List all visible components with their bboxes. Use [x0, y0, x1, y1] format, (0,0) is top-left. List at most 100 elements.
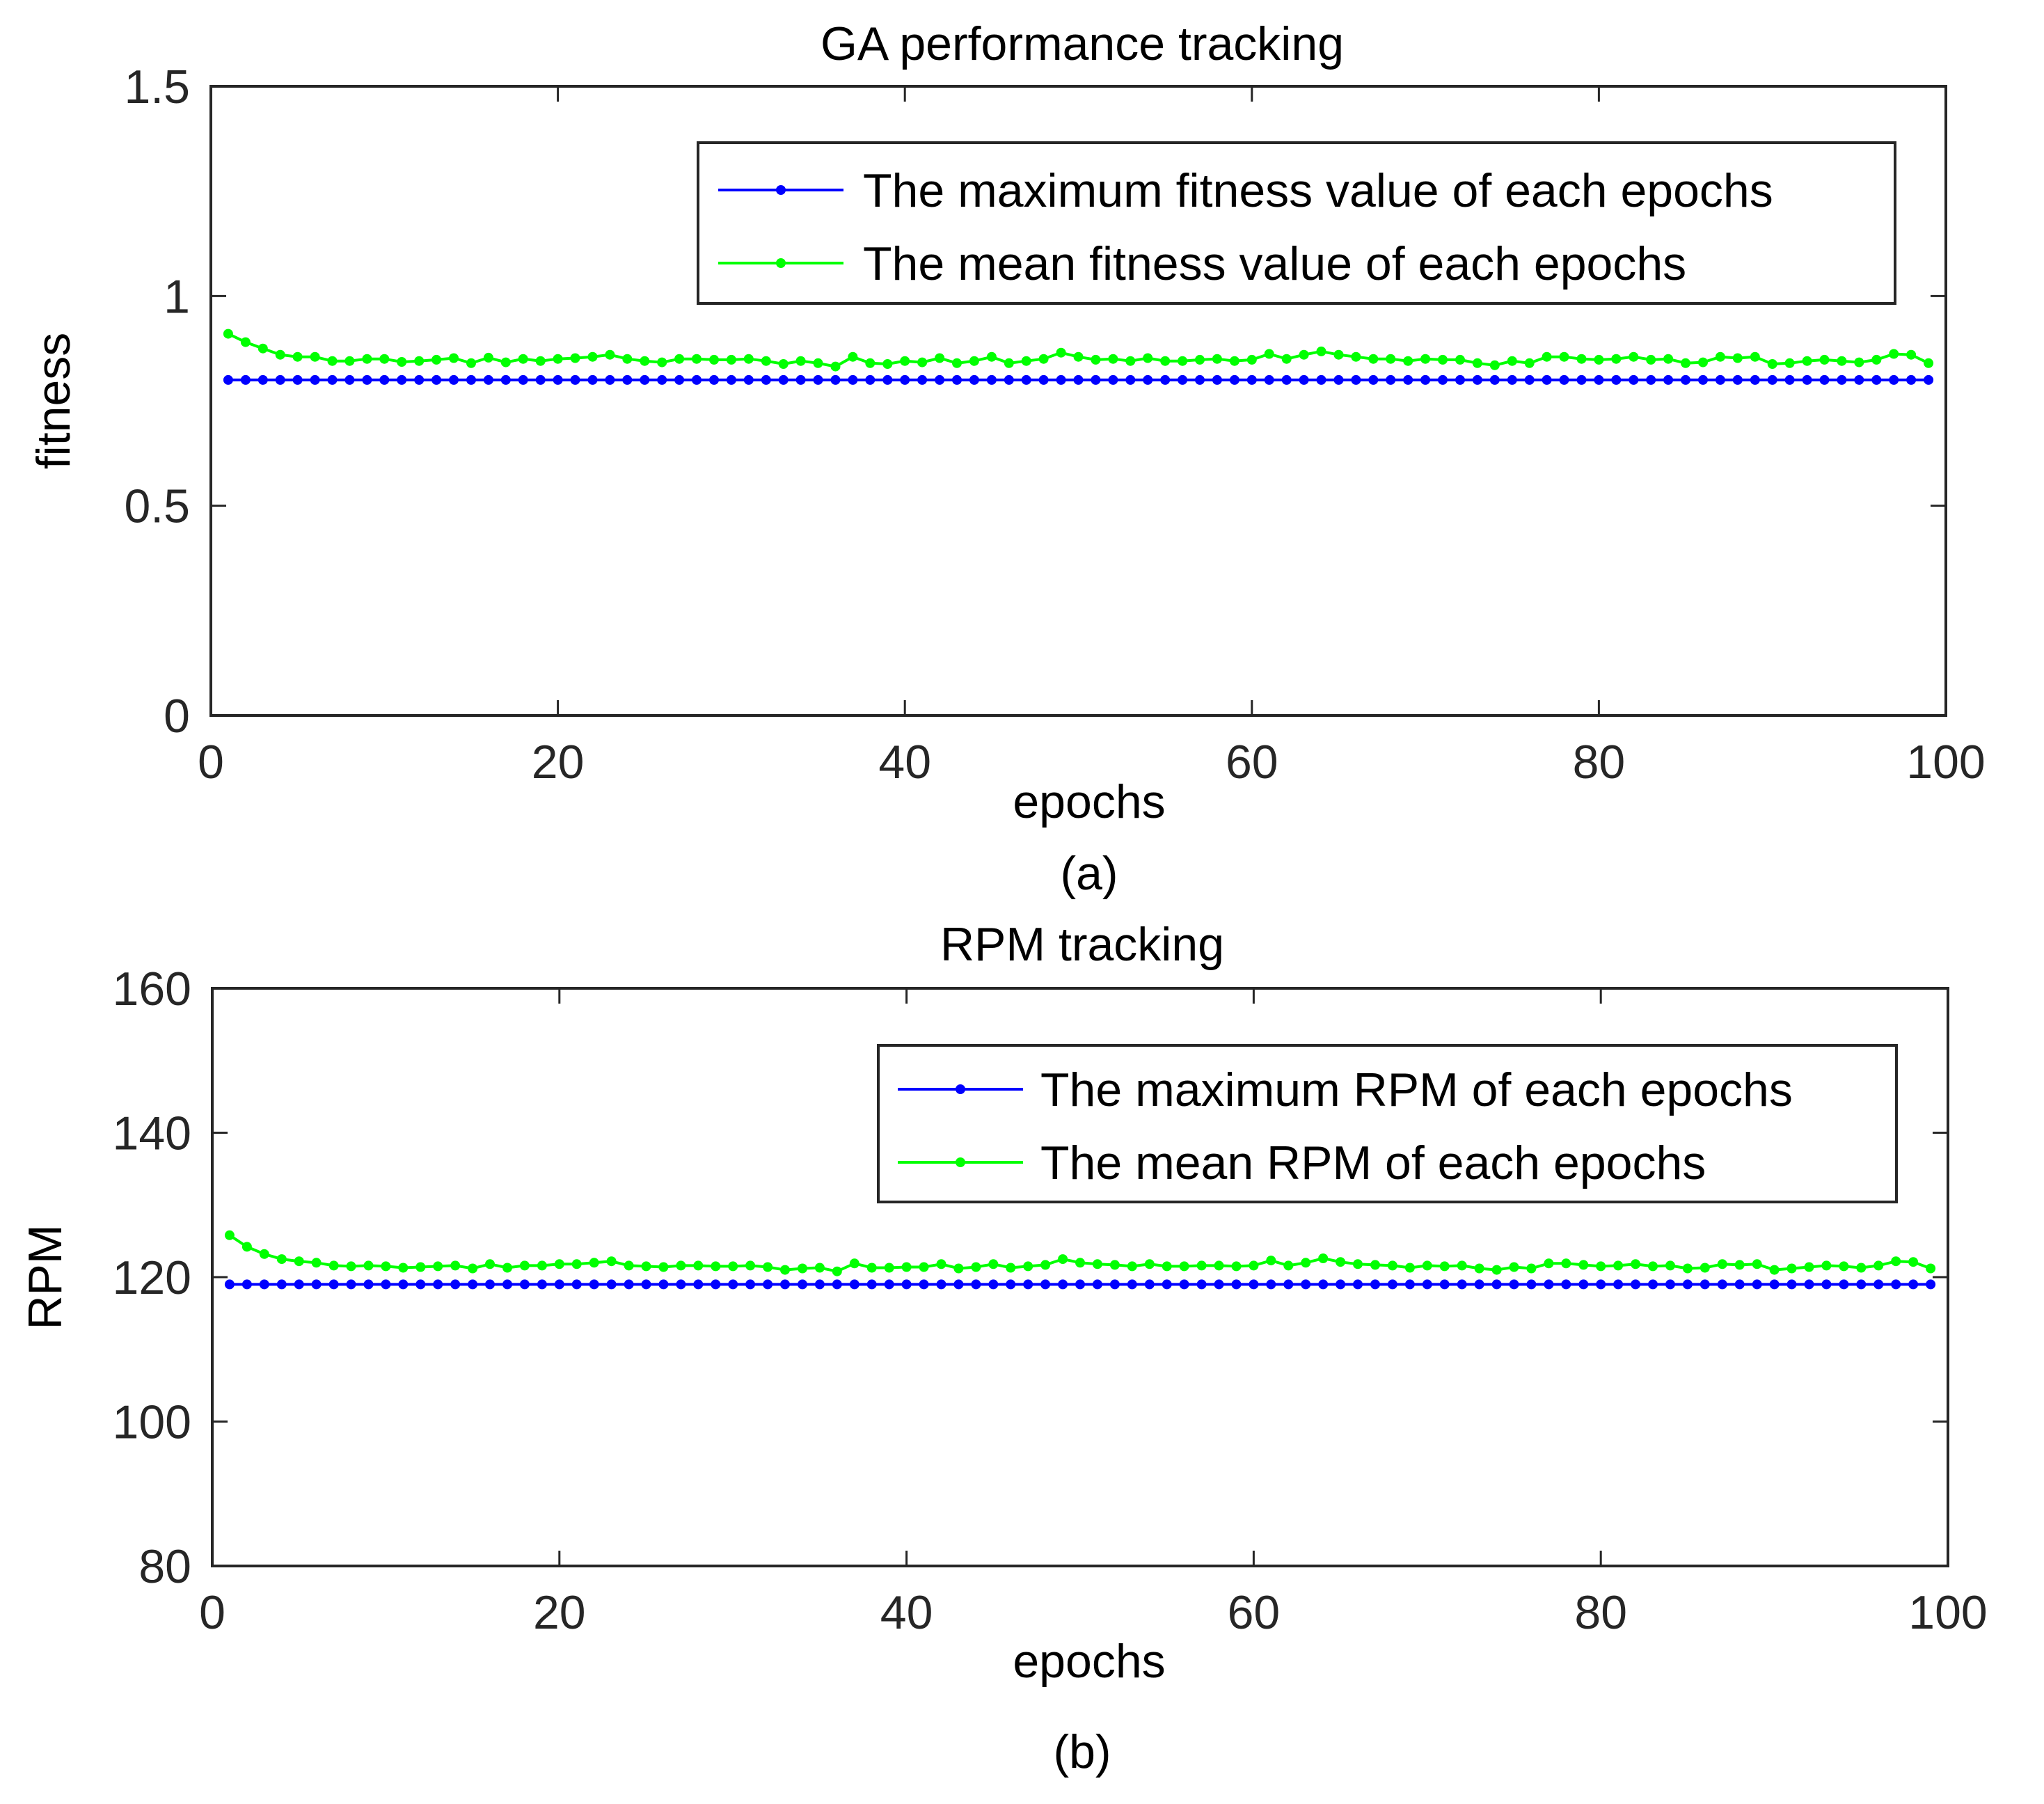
data-point	[848, 351, 858, 362]
data-point	[761, 356, 771, 366]
data-point	[969, 356, 979, 366]
data-point	[1075, 1258, 1085, 1268]
data-point	[814, 1279, 825, 1290]
data-point	[1455, 354, 1465, 365]
data-point	[711, 1279, 721, 1290]
data-point	[726, 354, 736, 365]
data-point	[554, 1259, 564, 1269]
data-point	[1871, 374, 1882, 385]
data-point	[1715, 374, 1725, 385]
data-point	[258, 343, 268, 354]
data-point	[1301, 1279, 1311, 1290]
data-point	[327, 374, 338, 385]
data-point	[830, 361, 841, 372]
data-point	[1056, 374, 1066, 385]
data-point	[1594, 374, 1604, 385]
data-point	[1108, 354, 1118, 364]
data-point	[1542, 351, 1552, 362]
data-point	[1906, 374, 1917, 385]
data-point	[1420, 374, 1431, 385]
data-point	[240, 374, 251, 385]
data-point	[953, 1263, 964, 1274]
data-point	[500, 357, 511, 367]
data-point	[1422, 1260, 1432, 1271]
data-point	[571, 1279, 582, 1290]
data-point	[468, 1279, 478, 1290]
data-point	[641, 1279, 651, 1290]
data-point	[969, 374, 979, 385]
data-point	[1578, 1260, 1589, 1270]
data-point	[1439, 1261, 1450, 1272]
data-point	[1386, 374, 1396, 385]
data-point	[1144, 1259, 1155, 1269]
data-point	[292, 374, 303, 385]
data-point	[1906, 349, 1917, 360]
data-point	[587, 351, 598, 362]
data-point	[1162, 1261, 1172, 1272]
data-point	[1439, 1279, 1450, 1290]
data-point	[1370, 1260, 1380, 1270]
data-point	[1075, 1279, 1085, 1290]
data-point	[1509, 1279, 1519, 1290]
chart-panel-b: RPM tracking 0 20 40 60 80 10080100120140160 …	[19, 918, 1988, 1778]
data-point	[1457, 1279, 1467, 1290]
data-point	[936, 1279, 946, 1290]
data-point	[1802, 356, 1812, 366]
y-axis-label: fitness	[27, 333, 80, 470]
data-point	[1143, 374, 1153, 385]
data-point	[1333, 349, 1344, 360]
series-layer	[224, 1230, 1936, 1290]
data-point	[1856, 1263, 1867, 1273]
data-point	[780, 1279, 790, 1290]
chart-title: RPM tracking	[940, 918, 1224, 971]
data-point	[1752, 1279, 1762, 1290]
data-point	[311, 1279, 322, 1290]
data-point	[919, 1262, 929, 1272]
data-point	[988, 1259, 999, 1269]
data-point	[1370, 1279, 1380, 1290]
data-point	[1353, 1259, 1363, 1269]
data-point	[780, 1265, 790, 1275]
data-point	[1109, 1279, 1120, 1290]
data-point	[1819, 374, 1830, 385]
data-point	[1769, 1265, 1780, 1275]
legend-box	[877, 1044, 1898, 1203]
data-point	[1038, 374, 1049, 385]
data-point	[1629, 374, 1639, 385]
data-point	[346, 1279, 356, 1290]
data-point	[1144, 1279, 1155, 1290]
data-point	[1926, 1263, 1936, 1274]
data-point	[1839, 1261, 1849, 1272]
data-point	[1769, 1279, 1780, 1290]
data-point	[363, 1260, 374, 1271]
data-point	[1162, 1279, 1172, 1290]
data-point	[398, 1263, 409, 1273]
data-point	[1092, 1259, 1102, 1269]
data-point	[397, 357, 407, 367]
data-point	[1264, 374, 1274, 385]
data-point	[518, 354, 528, 364]
data-point	[1926, 1279, 1936, 1290]
data-point	[1648, 1279, 1658, 1290]
data-point	[971, 1262, 981, 1272]
data-point	[1004, 358, 1014, 368]
data-point	[1058, 1279, 1068, 1290]
legend-label-max: The maximum fitness value of each epochs	[863, 164, 1773, 217]
data-point	[1804, 1279, 1814, 1290]
data-point	[1214, 1260, 1224, 1271]
data-point	[1403, 356, 1413, 366]
data-point	[1229, 356, 1239, 366]
data-point	[1231, 1279, 1242, 1290]
data-point	[1698, 357, 1708, 367]
data-point	[1196, 1260, 1207, 1271]
data-point	[901, 1262, 912, 1272]
data-point	[327, 356, 338, 366]
data-point	[1750, 351, 1760, 362]
data-point	[622, 374, 633, 385]
legend: The maximum RPM of each epochs The mean …	[877, 1044, 1898, 1203]
axes-ticks: 0 20 40 60 80 100 80 100 120 140 160	[113, 963, 1988, 1639]
data-point	[1491, 1265, 1502, 1275]
data-point	[1544, 1279, 1554, 1290]
data-point	[693, 1260, 704, 1271]
data-point	[1212, 374, 1222, 385]
